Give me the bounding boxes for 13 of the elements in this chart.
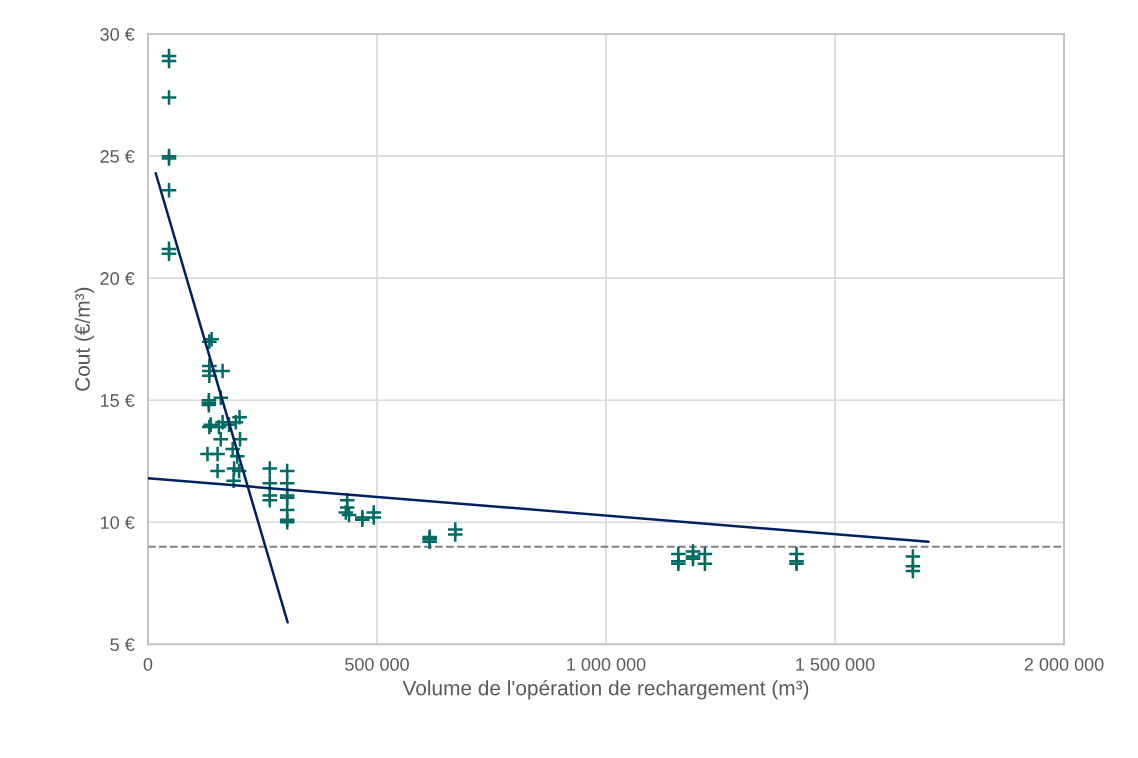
y-tick-label: 15 € [100, 394, 135, 407]
x-tick-label: 500 000 [345, 657, 409, 671]
x-axis-title: Volume de l'opération de rechargement (m³) [402, 679, 809, 700]
y-tick-label: 20 € [100, 272, 135, 285]
y-tick-label: 5 € [110, 638, 135, 652]
y-axis-title: Cout (€/m³) [74, 287, 95, 391]
y-tick-label: 25 € [100, 150, 135, 163]
x-tick-label: 0 [143, 657, 153, 671]
x-tick-label: 1 500 000 [796, 657, 875, 671]
y-tick-label: 10 € [100, 516, 135, 529]
y-tick-label: 30 € [100, 28, 135, 41]
x-tick-label: 2 000 000 [1024, 657, 1104, 671]
x-tick-label: 1 000 000 [567, 657, 646, 671]
